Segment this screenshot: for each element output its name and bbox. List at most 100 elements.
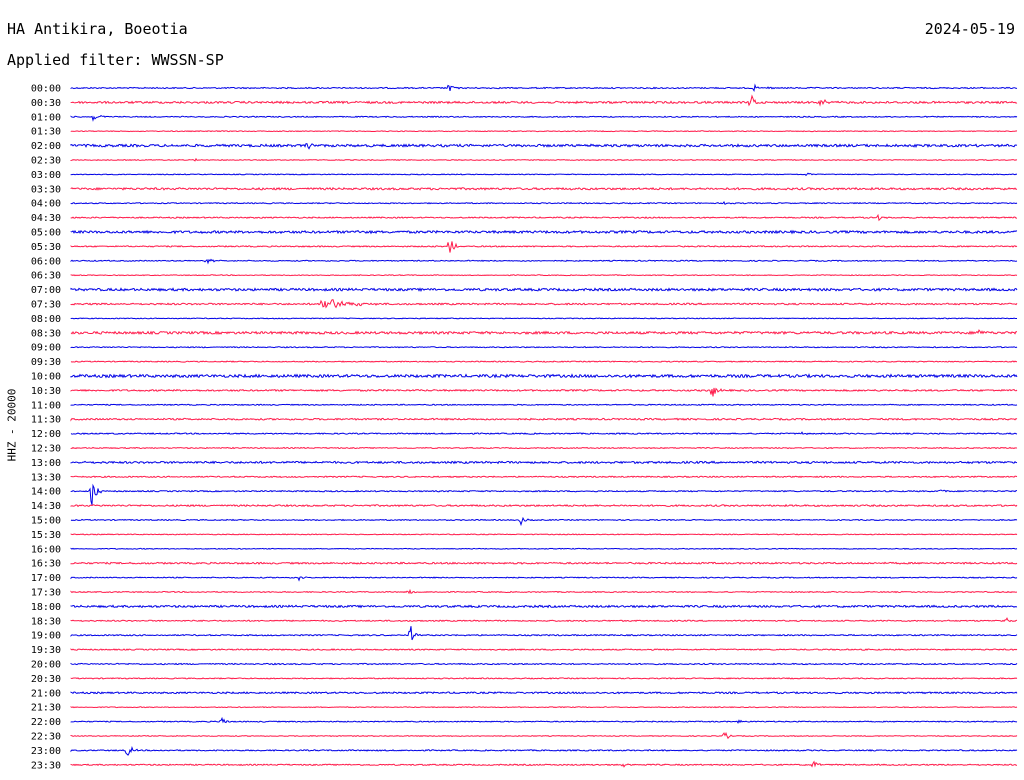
- station-title: HA Antikira, Boeotia: [7, 20, 188, 38]
- row-time-label: 20:30: [31, 674, 61, 685]
- trace-line: [70, 475, 1018, 479]
- row-time-label: 10:00: [31, 372, 61, 383]
- trace-line: [70, 547, 1018, 550]
- trace-line: [70, 617, 1018, 623]
- trace-line: [70, 213, 1017, 222]
- trace-line: [70, 446, 1018, 450]
- row-time-label: 13:00: [31, 458, 61, 469]
- trace-line: [70, 716, 1018, 724]
- trace-line: [70, 403, 1018, 406]
- trace-line: [70, 201, 1018, 205]
- trace-line: [70, 561, 1018, 565]
- trace-line: [70, 345, 1018, 349]
- row-time-label: 00:30: [31, 98, 61, 109]
- trace-line: [70, 83, 1018, 92]
- row-time-label: 00:00: [31, 84, 61, 95]
- trace-line: [70, 460, 1018, 465]
- trace-line: [70, 287, 1018, 293]
- row-time-label: 21:00: [31, 688, 61, 699]
- row-time-label: 12:00: [31, 429, 61, 440]
- trace-line: [70, 731, 1018, 740]
- row-time-label: 19:00: [31, 631, 61, 642]
- row-time-label: 05:00: [31, 228, 61, 239]
- trace-line: [70, 746, 1018, 756]
- row-time-label: 03:30: [31, 184, 61, 195]
- trace-line: [70, 576, 1018, 582]
- row-time-label: 09:00: [31, 343, 61, 354]
- trace-line: [70, 417, 1018, 422]
- row-time-label: 19:30: [31, 645, 61, 656]
- trace-line: [70, 143, 1018, 150]
- row-time-label: 04:30: [31, 213, 61, 224]
- trace-line: [70, 94, 1018, 107]
- trace-line: [70, 677, 1018, 680]
- row-time-label: 13:30: [31, 472, 61, 483]
- trace-line: [70, 274, 1018, 277]
- trace-line: [70, 387, 1018, 397]
- trace-line: [70, 760, 1017, 768]
- trace-line: [70, 172, 1018, 177]
- trace-line: [70, 258, 1018, 265]
- row-time-label: 03:00: [31, 170, 61, 181]
- row-time-label: 08:00: [31, 314, 61, 325]
- row-time-label: 07:30: [31, 300, 61, 311]
- trace-line: [70, 588, 1017, 595]
- trace-line: [70, 604, 1018, 609]
- row-time-label: 23:00: [31, 746, 61, 757]
- row-time-label: 15:30: [31, 530, 61, 541]
- trace-line: [70, 114, 1018, 122]
- row-time-label: 10:30: [31, 386, 61, 397]
- trace-line: [70, 662, 1018, 666]
- row-time-label: 17:00: [31, 573, 61, 584]
- row-time-label: 14:30: [31, 501, 61, 512]
- trace-line: [70, 706, 1018, 709]
- trace-line: [70, 648, 1018, 651]
- trace-line: [70, 241, 1018, 253]
- row-time-label: 15:00: [31, 516, 61, 527]
- filter-label: Applied filter: WWSSN-SP: [7, 51, 224, 69]
- row-time-label: 06:30: [31, 271, 61, 282]
- row-time-label: 21:30: [31, 703, 61, 714]
- trace-line: [70, 431, 1018, 436]
- row-time-label: 18:00: [31, 602, 61, 613]
- row-time-label: 11:30: [31, 415, 61, 426]
- row-time-label: 20:00: [31, 660, 61, 671]
- trace-line: [70, 691, 1018, 695]
- row-time-label: 11:00: [31, 400, 61, 411]
- trace-line: [70, 360, 1018, 363]
- row-time-label: 04:00: [31, 199, 61, 210]
- row-time-label: 22:30: [31, 732, 61, 743]
- trace-line: [70, 186, 1018, 191]
- row-time-label: 02:00: [31, 141, 61, 152]
- trace-line: [70, 317, 1017, 320]
- row-time-label: 18:30: [31, 616, 61, 627]
- row-time-label: 22:00: [31, 717, 61, 728]
- trace-line: [70, 516, 1018, 527]
- trace-line: [70, 373, 1018, 379]
- trace-line: [70, 483, 1017, 505]
- row-time-label: 06:00: [31, 256, 61, 267]
- row-time-label: 07:00: [31, 285, 61, 296]
- trace-line: [70, 626, 1018, 641]
- trace-line: [70, 329, 1018, 336]
- row-time-label: 02:30: [31, 156, 61, 167]
- row-time-label: 23:30: [31, 760, 61, 771]
- row-time-label: 08:30: [31, 328, 61, 339]
- trace-line: [70, 157, 1018, 162]
- trace-line: [70, 130, 1018, 133]
- row-time-label: 12:30: [31, 444, 61, 455]
- row-time-label: 05:30: [31, 242, 61, 253]
- row-time-label: 14:00: [31, 487, 61, 498]
- trace-line: [70, 299, 1018, 309]
- row-time-label: 01:00: [31, 112, 61, 123]
- date-label: 2024-05-19: [924, 20, 1015, 38]
- row-time-label: 17:30: [31, 588, 61, 599]
- row-time-label: 16:00: [31, 544, 61, 555]
- trace-line: [70, 229, 1018, 235]
- trace-line: [70, 503, 1018, 508]
- trace-line: [70, 533, 1018, 536]
- row-time-label: 01:30: [31, 127, 61, 138]
- row-time-label: 16:30: [31, 559, 61, 570]
- row-time-label: 09:30: [31, 357, 61, 368]
